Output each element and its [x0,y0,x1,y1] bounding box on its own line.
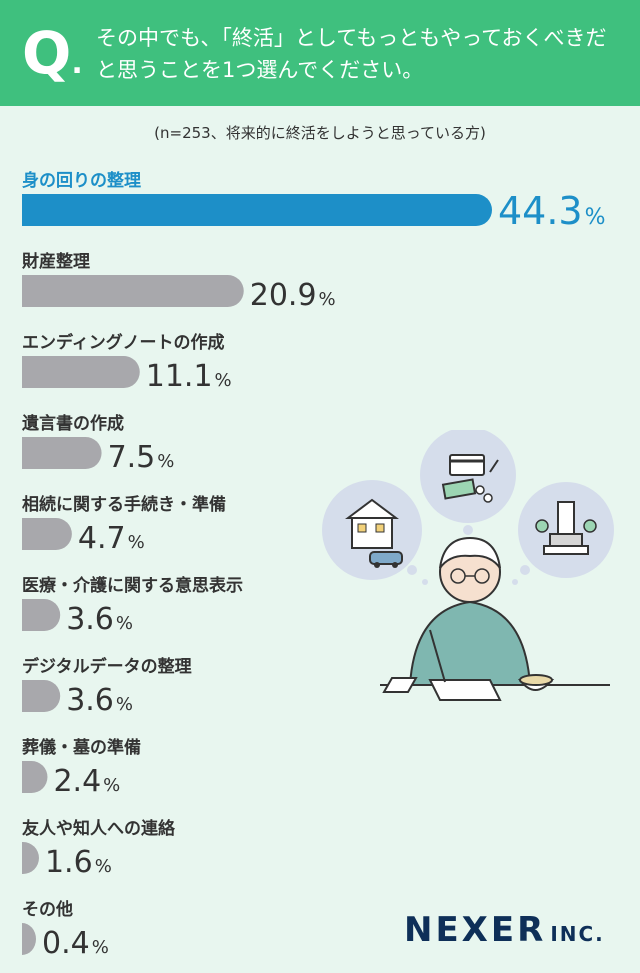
question-header: Q. その中でも、「終活」としてもっともやっておくべきだと思うことを1つ選んでく… [0,0,640,106]
person-icon [408,536,532,686]
category-label: 財産整理 [21,251,90,272]
money-bubble [420,430,516,523]
category-label: 相続に関する手続き・準備 [22,494,226,515]
bar [22,194,492,226]
q-mark: Q. [22,19,83,87]
category-label: 葬儀・墓の準備 [22,737,141,758]
category-label: 医療・介護に関する意思表示 [22,575,243,596]
category-label: 身の回りの整理 [22,170,141,191]
paper-icon [428,679,502,701]
bar [22,599,61,631]
value-label: 2.4% [53,764,120,799]
category-label: デジタルデータの整理 [22,656,192,677]
bar [22,356,140,388]
category-label: 友人や知人への連絡 [22,818,176,839]
grave-icon [535,501,597,555]
value-label: 3.6% [66,602,133,637]
nexer-logo: NEXER INC. [404,910,605,950]
bar [22,761,48,793]
bar [22,437,102,469]
value-label: 44.3% [498,189,606,233]
bar [22,923,36,955]
question-text: その中でも、「終活」としてもっともやっておくべきだと思うことを1つ選んでください… [96,26,607,82]
bar [22,275,244,307]
house-icon [345,498,403,568]
bar [22,518,72,550]
value-label: 11.1% [146,359,232,394]
money-icon [441,454,499,503]
person-writing-illustration [322,430,614,701]
value-label: 7.5% [108,440,175,475]
value-label: 4.7% [78,521,145,556]
bar [22,680,61,712]
sample-note: (n=253、将来的に終活をしようと思っている方) [154,124,486,142]
bar [22,842,39,874]
category-label: エンディングノートの作成 [22,332,224,353]
value-label: 20.9% [250,278,336,313]
value-label: 3.6% [66,683,133,718]
value-label: 0.4% [42,926,109,961]
value-label: 1.6% [45,845,112,880]
category-label: 遺言書の作成 [22,413,124,434]
category-label: その他 [22,899,73,920]
pen-icon [429,629,446,683]
